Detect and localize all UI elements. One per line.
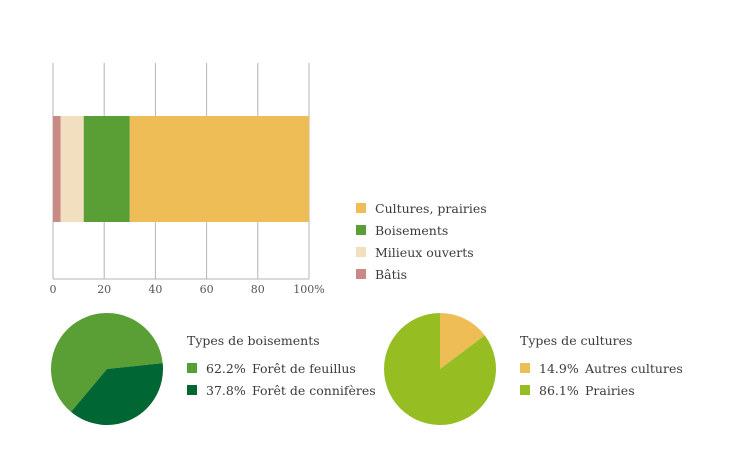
pie-legend-item: 62.2% Forêt de feuillus <box>187 357 376 379</box>
legend-item: Boisements <box>356 219 487 241</box>
slice-percent-label: 86.1% <box>539 382 579 398</box>
x-tick-label: 100% <box>293 283 324 296</box>
pie-boisements-slice-for-t-de-connif-res <box>71 363 163 425</box>
bar-segment-milieux-ouverts <box>60 116 84 222</box>
bar-legend: Cultures, prairies Boisements Milieux ouve… <box>356 197 487 285</box>
x-tick-label: 80 <box>251 283 265 296</box>
slice-percent-label: 37.8% <box>206 382 246 398</box>
legend-item: Bâtis <box>356 263 487 285</box>
legend-swatch <box>356 225 366 235</box>
slice-name-label: Autres cultures <box>585 360 683 376</box>
legend-swatch <box>520 363 530 373</box>
pie-legend-item: 86.1% Prairies <box>520 379 683 401</box>
pie-legend-item: 37.8% Forêt de connifères <box>187 379 376 401</box>
legend-item: Milieux ouverts <box>356 241 487 263</box>
pie-title-boisements: Types de boisements <box>187 333 320 348</box>
slice-name-label: Prairies <box>585 382 635 398</box>
legend-swatch <box>356 247 366 257</box>
pie-legend-cultures: Types de cultures 14.9% Autres cultures 86… <box>520 331 683 401</box>
pie-title-cultures: Types de cultures <box>520 333 633 348</box>
slice-name-label: Forêt de connifères <box>252 382 376 398</box>
legend-swatch <box>520 385 530 395</box>
legend-label: Boisements <box>375 222 449 238</box>
slice-name-label: Forêt de feuillus <box>252 360 356 376</box>
legend-label: Cultures, prairies <box>375 200 487 216</box>
pie-legend-item: 14.9% Autres cultures <box>520 357 683 379</box>
legend-label: Bâtis <box>375 266 408 282</box>
x-tick-label: 40 <box>148 283 162 296</box>
bar-segment-cultures-prairies <box>129 116 309 222</box>
slice-percent-label: 14.9% <box>539 360 579 376</box>
legend-swatch <box>187 385 197 395</box>
legend-item: Cultures, prairies <box>356 197 487 219</box>
legend-swatch <box>187 363 197 373</box>
legend-swatch <box>356 203 366 213</box>
pie-boisements-slice-for-t-de-feuillus <box>51 313 163 412</box>
bar-segment-boisements <box>83 116 130 222</box>
legend-swatch <box>356 269 366 279</box>
pie-cultures-slice-prairies <box>384 313 496 425</box>
slice-percent-label: 62.2% <box>206 360 246 376</box>
pie-cultures-slice-autres-cultures <box>440 313 485 369</box>
x-tick-label: 0 <box>50 283 57 296</box>
x-tick-label: 20 <box>97 283 111 296</box>
bar-segment-b-tis <box>53 116 61 222</box>
legend-label: Milieux ouverts <box>375 244 474 260</box>
pie-legend-boisements: Types de boisements 62.2% Forêt de feuill… <box>187 331 376 401</box>
x-tick-label: 60 <box>200 283 214 296</box>
